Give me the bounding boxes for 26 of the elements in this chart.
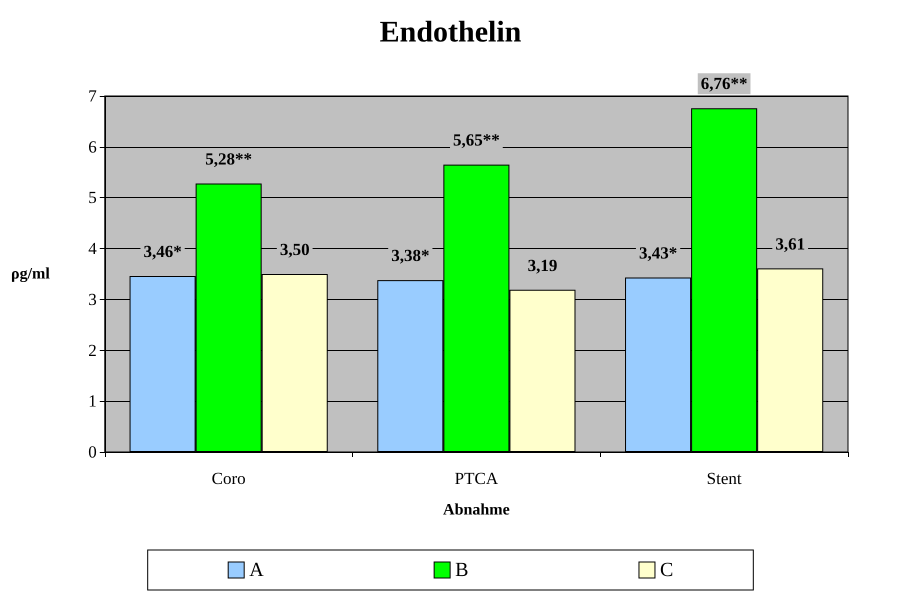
chart-title: Endothelin: [380, 16, 522, 48]
x-axis-title: Abnahme: [443, 502, 510, 518]
y-axis-title: ρg/ml: [11, 266, 50, 282]
legend-label: A: [249, 559, 264, 581]
y-tick-label: 6: [88, 137, 97, 156]
data-label: 3,38*: [391, 246, 430, 266]
x-tick-label: PTCA: [454, 469, 499, 488]
data-label: 3,61: [775, 234, 806, 254]
data-label: 5,65**: [453, 130, 500, 150]
y-tick-label: 7: [88, 86, 98, 106]
x-tick-label: Stent: [706, 469, 742, 488]
y-tick-label: 0: [88, 442, 97, 462]
data-label: 5,28**: [205, 149, 252, 168]
legend-label: C: [660, 559, 674, 581]
data-label: 6,76**: [700, 74, 748, 94]
y-tick-label: 2: [88, 340, 97, 360]
y-tick-label: 3: [88, 290, 97, 309]
data-label: 3,19: [528, 256, 558, 275]
y-tick-label: 4: [88, 239, 98, 258]
data-label: 3,50: [280, 240, 310, 259]
data-label: 3,43*: [638, 244, 678, 263]
y-tick-label: 1: [88, 392, 97, 411]
x-tick-label: Coro: [212, 469, 246, 488]
legend-label: B: [455, 559, 468, 581]
y-tick-label: 5: [88, 188, 97, 208]
data-label: 3,46*: [143, 242, 182, 262]
